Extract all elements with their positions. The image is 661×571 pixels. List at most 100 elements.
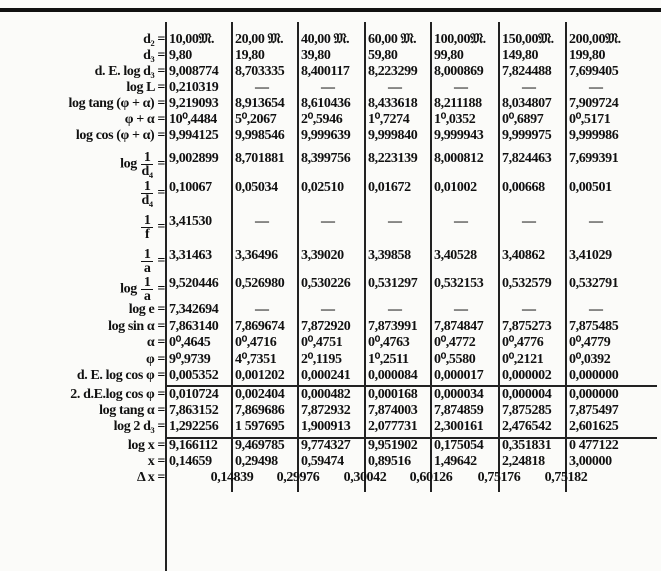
table-cell: 0,000084 (368, 368, 418, 383)
table-cell: 1⁰,2511 (368, 352, 409, 367)
row-label: φ = (145, 352, 165, 367)
table-cell: 9⁰,9739 (169, 352, 211, 367)
table-cell: 9,999943 (434, 128, 484, 143)
table-cell: — (589, 214, 603, 229)
table-cell: 0,005352 (169, 368, 219, 383)
table-cell: 0,02510 (301, 180, 344, 195)
table-cell: 0,526980 (235, 276, 285, 291)
table-cell: 3,41530 (169, 214, 212, 229)
table-cell: 1⁰,7274 (368, 112, 410, 127)
table-cell: 0⁰,4779 (569, 335, 611, 350)
row-label: 1 f = (137, 214, 165, 242)
label-equals: = (157, 185, 165, 201)
numerator: 1 (140, 276, 154, 290)
table-row: φ = 9⁰,9739 4⁰,7351 2⁰,1195 1⁰,2511 0⁰,5580 0⁰… (0, 352, 661, 368)
denominator: a (143, 289, 151, 304)
table-cell: 150,00𝔐. (502, 32, 554, 47)
table-cell: — (388, 302, 402, 317)
table-row: log 2 d₃ = 1,292256 1 597695 1,900913 2,0777… (0, 419, 661, 435)
table-cell: 8,000812 (434, 151, 484, 166)
table-cell: 0,002404 (235, 387, 285, 402)
delta-cell: 0,75176 (477, 470, 521, 485)
row-label: d₂ = (143, 32, 165, 47)
table-cell: 2,24818 (502, 454, 545, 469)
table-cell: 7,872920 (301, 319, 351, 334)
table-cell: — (255, 214, 269, 229)
table-cell: 9,994125 (169, 128, 219, 143)
table-cell: 7,872932 (301, 403, 351, 418)
label-prefix: log (120, 281, 137, 297)
table-cell: 0,351831 (502, 438, 552, 453)
table-cell: 0⁰,4776 (502, 335, 544, 350)
table-cell: 3,00000 (569, 454, 612, 469)
table-cell: 0,05034 (235, 180, 278, 195)
row-label: log 2 d₃ = (113, 419, 166, 434)
numerator: 1 (140, 180, 154, 194)
fraction: 1 d₄ (140, 151, 154, 179)
table-cell: 0,531297 (368, 276, 418, 291)
fraction: 1 d₄ (140, 180, 154, 208)
table-cell: 0,000241 (301, 368, 351, 383)
table-cell: 0,001202 (235, 368, 285, 383)
table-cell: 0,000002 (502, 368, 552, 383)
table-cell: 0,175054 (434, 438, 484, 453)
table-cell: 7,874003 (368, 403, 418, 418)
table-cell: 0,000004 (502, 387, 552, 402)
table-cell: — (321, 302, 335, 317)
table-cell: 8,223139 (368, 151, 418, 166)
table-cell: 100,00𝔐. (434, 32, 486, 47)
denominator: a (143, 261, 151, 276)
table-cell: 0,532153 (434, 276, 484, 291)
table-cell: 9,774327 (301, 438, 351, 453)
table-row: log sin α = 7,863140 7,869674 7,872920 7,873… (0, 319, 661, 335)
table-cell: 3,39020 (301, 248, 344, 263)
denominator: d₄ (141, 193, 154, 208)
table-cell: 0⁰,4645 (169, 335, 211, 350)
row-label: log 1 d₄ = (120, 151, 165, 179)
table-cell: 9,002899 (169, 151, 219, 166)
delta-cell: 0,30042 (343, 470, 387, 485)
table-cell: 2,601625 (569, 419, 619, 434)
table-cell: — (454, 214, 468, 229)
table-cell: 0,530226 (301, 276, 351, 291)
table-row: d₃ = 9,80 19,80 39,80 59,80 99,80 149,80 199,80 (0, 48, 661, 64)
table-cell: 9,166112 (169, 438, 218, 453)
table-cell: — (454, 302, 468, 317)
row-label: d₃ = (143, 48, 165, 63)
table-cell: 7,875273 (502, 319, 552, 334)
numerator: 1 (140, 214, 154, 228)
row-label: x = (147, 454, 166, 469)
table-cell: 0,000168 (368, 387, 418, 402)
table-cell: 0 477122 (569, 438, 619, 453)
table-cell: 0,10067 (169, 180, 212, 195)
table-cell: 8,913654 (235, 96, 285, 111)
table-row: log 1 a = 9,520446 0,526980 0,530226 0,531297 0,… (0, 276, 661, 304)
table-cell: 0,000482 (301, 387, 351, 402)
row-label: log sin α = (108, 319, 165, 334)
table-cell: 7,875497 (569, 403, 619, 418)
denominator: f (144, 227, 150, 242)
table-cell: 8,000869 (434, 64, 484, 79)
delta-cell: 0,29976 (276, 470, 320, 485)
table-cell: 0,010724 (169, 387, 219, 402)
table-cell: 1,49642 (434, 454, 477, 469)
table-cell: 0⁰,6897 (502, 112, 544, 127)
table-cell: 7,909724 (569, 96, 619, 111)
label-equals: = (157, 156, 165, 172)
table-cell: 0,00668 (502, 180, 545, 195)
table-cell: — (388, 80, 402, 95)
table-cell: 5⁰,2067 (235, 112, 277, 127)
table-cell: 0,29498 (235, 454, 278, 469)
row-label: α = (146, 335, 165, 350)
table-cell: — (255, 80, 269, 95)
numerator: 1 (140, 151, 154, 165)
row-label: log tang α = (99, 403, 165, 418)
column-divider (297, 22, 299, 492)
table-cell: 3,39858 (368, 248, 411, 263)
table-cell: 0⁰,4716 (235, 335, 277, 350)
table-row: log 1 d₄ = 9,002899 8,701881 8,399756 8,223139 8… (0, 151, 661, 179)
delta-row: Δ x = 0,14839 0,29976 0,30042 0,60126 0,75176… (0, 470, 661, 486)
row-label: log L = (126, 80, 165, 95)
table-row: d. E. log cos φ = 0,005352 0,001202 0,00024… (0, 368, 661, 384)
